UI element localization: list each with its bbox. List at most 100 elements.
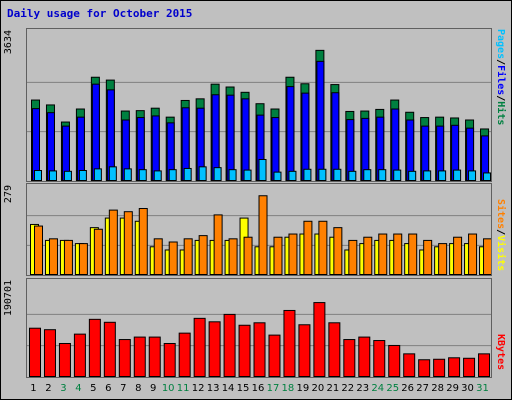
kbytes-bar [148,336,161,377]
x-tick-label: 28 [431,383,444,394]
x-tick-label: 27 [416,383,429,394]
pages-bar [333,168,342,181]
kbytes-bar [193,317,206,377]
legend-sep: / [495,229,506,236]
x-axis: 1 2 3 4 5 6 7 8 9 10 11 12 13 14 15 16 17 18 19 20 21 22 23 24 2… [26,383,492,397]
legend-visits: Visits [495,235,506,272]
kbytes-bar [313,302,326,377]
kbytes-bar [418,359,431,377]
legend-hits-files-pages: Pages/Files/Hits [495,29,506,125]
x-tick-label: 8 [135,383,142,394]
x-tick-label: 11 [176,383,190,394]
sites-bar [438,243,448,275]
pages-bar [393,169,402,181]
pages-bar [318,168,327,181]
visits-ymax-label: 279 [3,185,14,204]
pages-bar [408,170,417,181]
sites-bar [483,238,491,275]
sites-bar [138,208,148,275]
x-tick-label: 5 [90,383,97,394]
pages-bar [468,170,477,181]
kbytes-bar [478,353,491,377]
x-tick-label: 22 [341,383,355,394]
x-tick-label: 29 [446,383,459,394]
x-tick-label: 4 [75,383,82,394]
files-bar [226,94,235,181]
x-tick-label: 2 [45,383,52,394]
pages-bar [228,169,237,181]
pages-bar [138,169,147,181]
kbytes-bar [433,358,446,377]
x-tick-label: 21 [326,383,340,394]
sites-bar [153,238,163,275]
pages-bar [183,167,192,181]
sites-bar [378,233,388,275]
x-tick-label: 13 [206,383,220,394]
x-tick-label: 12 [191,383,205,394]
kbytes-bar [358,336,371,377]
pages-bar [198,166,207,181]
kbytes-bar [118,339,131,377]
pages-bar [273,171,282,181]
sites-bar [423,239,433,275]
kbytes-bar [388,344,401,377]
pages-bar [453,169,462,181]
x-tick-label: 23 [356,383,370,394]
pages-bar [153,170,162,181]
kbytes-bar [178,332,191,377]
sites-visits-panel [26,183,492,276]
x-tick-label: 18 [281,383,295,394]
legend-files: Files [495,65,506,96]
pages-bar [63,170,72,181]
pages-bar [78,170,87,181]
legend-sites: Sites [495,199,506,230]
kbytes-bar [73,333,86,377]
legend-sep: / [495,95,506,102]
kbytes-bar [448,357,461,377]
kbytes-bar [268,334,281,377]
kbytes-bar [373,340,386,377]
x-tick-label: 17 [266,383,280,394]
kbytes-bar [163,342,176,377]
kbytes-bar [403,353,416,377]
kbytes-bar [238,324,251,377]
legend-pages: Pages [495,29,506,60]
sites-bar [78,243,88,275]
files-bar [46,112,55,181]
files-bar [316,60,325,181]
files-bar [32,108,40,181]
x-tick-label: 15 [236,383,250,394]
pages-bar [438,170,447,181]
pages-bar [483,172,491,181]
files-bar [91,83,100,181]
sites-bar [363,236,373,275]
kbytes-bar [343,339,356,377]
x-tick-label: 26 [401,383,415,394]
x-tick-label: 24 [371,383,385,394]
files-bar [241,98,250,181]
kbytes-bar [463,357,476,377]
x-tick-label: 6 [105,383,112,394]
kbytes-bar [58,342,71,377]
files-bar [286,86,295,181]
sites-bar [48,238,58,275]
sites-bar [228,238,238,275]
sites-bar [453,236,463,275]
sites-bar [198,235,208,275]
sites-bar [63,239,73,275]
files-bar [271,117,280,181]
x-tick-label: 10 [161,383,175,394]
files-bar [331,92,340,181]
kbytes-bar [103,321,116,377]
sites-bar [93,228,103,275]
x-tick-label: 25 [386,383,400,394]
sites-bar [393,233,403,275]
x-tick-label: 30 [461,383,474,394]
chart-title: Daily usage for October 2015 [7,7,193,20]
legend-sites-visits: Sites/Visits [495,199,506,271]
pages-bar [363,169,372,181]
pages-bar [303,168,312,181]
kbytes-bar [88,318,101,377]
kbytes-bar [29,327,41,377]
